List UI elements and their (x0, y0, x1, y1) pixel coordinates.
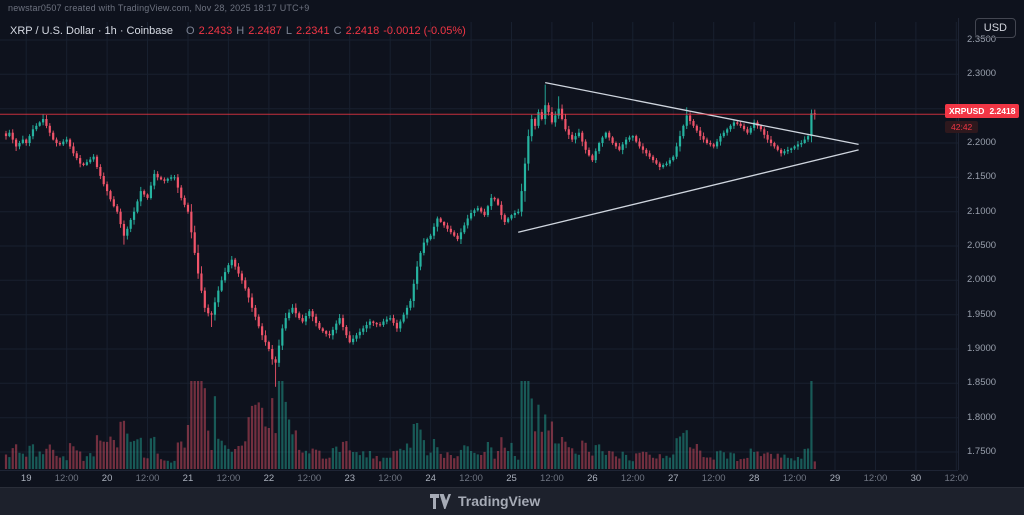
price-axis-tick: 2.0000 (967, 274, 997, 286)
bar-countdown-badge: 42:42 (945, 121, 979, 134)
time-axis-tick: 12:00 (216, 473, 241, 484)
low-value: 2.2341 (295, 25, 330, 37)
price-axis-tick: 2.2000 (967, 137, 997, 148)
price-axis-tick: 2.1500 (967, 171, 997, 183)
time-axis-tick: 23 (344, 473, 356, 484)
volume-bars (4, 381, 816, 469)
time-axis-tick: 30 (910, 473, 922, 484)
open-value: 2.2433 (198, 25, 233, 37)
badge-price: 2.2418 (989, 106, 1016, 117)
time-axis-tick: 12:00 (620, 473, 645, 484)
close-value: 2.2418 (345, 25, 380, 37)
attribution-text: newstar0507 created with TradingView.com… (8, 3, 310, 13)
time-axis-tick: 21 (182, 473, 194, 484)
price-axis-tick: 1.8500 (967, 377, 997, 389)
time-axis-tick: 12:00 (782, 473, 807, 484)
chart-canvas[interactable] (0, 18, 958, 470)
price-axis-tick: 2.3000 (967, 68, 997, 80)
currency-toggle-button[interactable]: USD (974, 18, 1016, 38)
time-axis-tick: 27 (667, 473, 679, 484)
price-axis-tick: 1.9500 (967, 308, 997, 320)
price-axis-tick: 2.1000 (967, 205, 997, 217)
grid-lines (0, 22, 958, 470)
tradingview-logo-icon (430, 493, 451, 509)
time-axis-tick: 24 (425, 473, 436, 484)
time-axis-tick: 26 (587, 473, 598, 484)
ohlc-values: O 2.2433 H 2.2487 L 2.2341 C 2.2418 -0.0012 … (186, 25, 466, 37)
change-value: -0.0012 (-0.05%) (383, 25, 466, 37)
time-axis-tick: 25 (506, 473, 517, 484)
price-axis-tick: 1.7500 (967, 446, 997, 457)
time-axis-tick: 12:00 (459, 473, 483, 484)
price-axis-tick: 1.9000 (967, 343, 997, 354)
time-axis-tick: 12:00 (701, 473, 726, 484)
time-axis-tick: 12:00 (54, 473, 79, 484)
time-axis[interactable]: 19 12:00 20 12:00 21 12:00 22 12:00 23 12:00 24 12:… (0, 470, 968, 488)
price-axis-tick: 1.8000 (967, 411, 997, 423)
time-axis-tick: 19 (20, 473, 32, 484)
brand-text: TradingView (458, 493, 541, 509)
time-axis-tick: 12:00 (944, 473, 969, 484)
symbol-title[interactable]: XRP / U.S. Dollar · 1h · Coinbase (10, 25, 174, 37)
last-price-badge: XRPUSD 2.2418 (945, 104, 1020, 119)
footer-bar: TradingView (0, 487, 1024, 515)
price-axis-tick: 2.3500 (967, 34, 997, 45)
time-axis-tick: 12:00 (378, 473, 403, 484)
high-label: H (236, 25, 245, 37)
close-label: C (333, 25, 342, 37)
time-axis-tick: 12:00 (863, 473, 888, 484)
high-value: 2.2487 (248, 25, 282, 37)
open-label: O (186, 25, 195, 37)
price-axis[interactable]: XRPUSD 2.2418 42:42 2.35002.30002.25002.… (945, 18, 1024, 470)
time-axis-tick: 12:00 (540, 473, 564, 484)
low-label: L (285, 25, 292, 37)
time-axis-tick: 20 (101, 473, 113, 484)
time-axis-tick: 12:00 (297, 473, 322, 484)
price-axis-tick: 2.0500 (967, 240, 997, 251)
time-axis-tick: 22 (263, 473, 275, 484)
candles (4, 84, 816, 387)
time-axis-tick: 28 (748, 473, 760, 484)
time-axis-tick: 29 (829, 473, 841, 484)
chart-legend: XRP / U.S. Dollar · 1h · Coinbase O 2.243… (10, 25, 466, 37)
tradingview-brand[interactable]: TradingView (430, 493, 540, 509)
time-axis-tick: 12:00 (135, 473, 160, 484)
badge-symbol: XRPUSD (949, 106, 985, 117)
trendline-drawings[interactable] (518, 81, 859, 233)
